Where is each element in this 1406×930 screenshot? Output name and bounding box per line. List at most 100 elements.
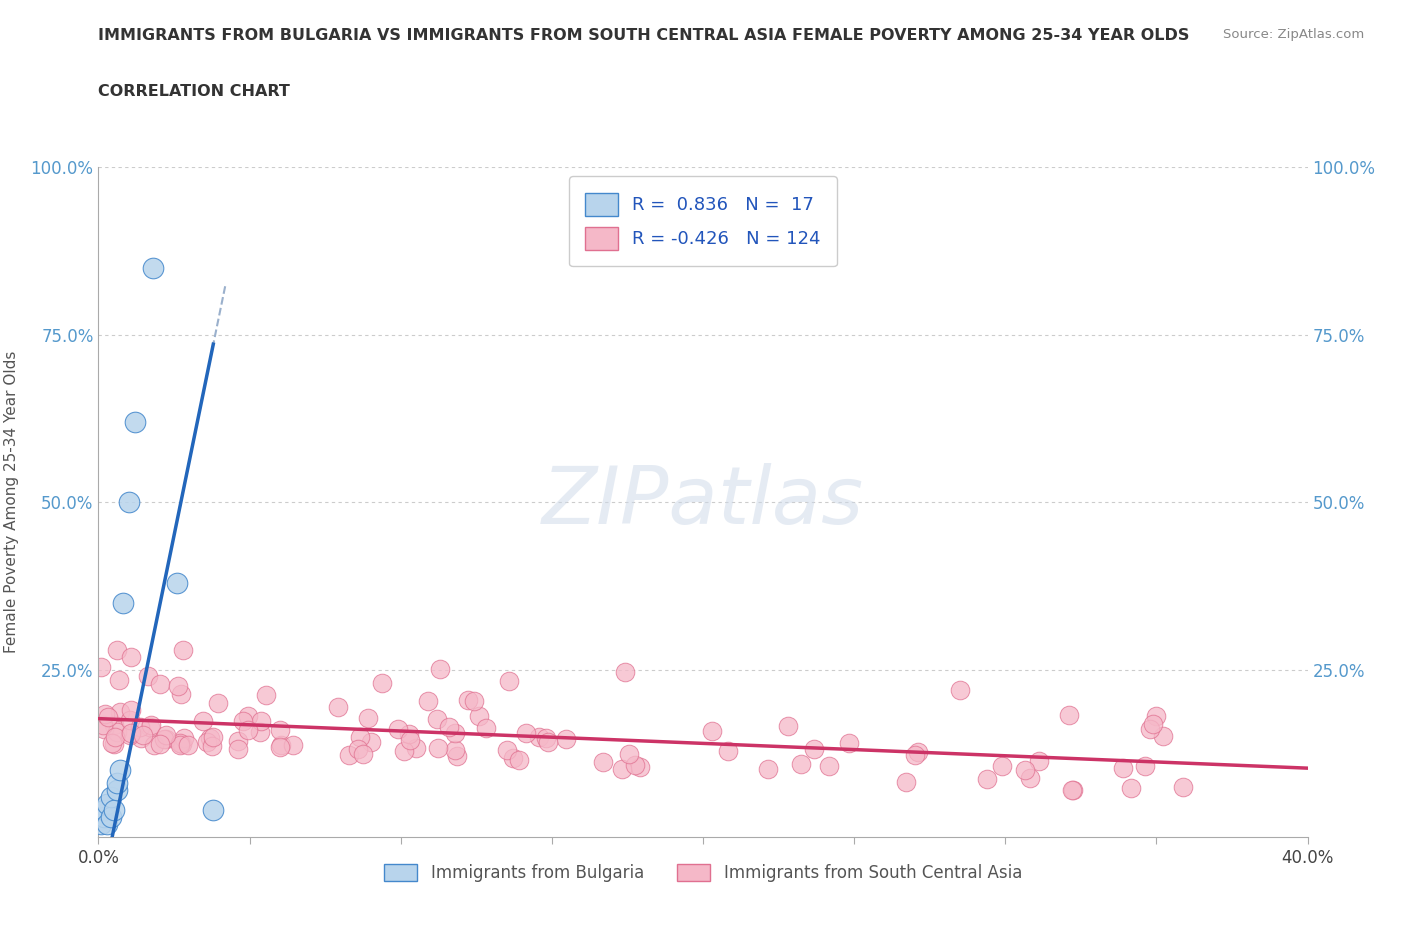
Point bbox=[118, 728, 141, 743]
Point bbox=[536, 731, 558, 746]
Point bbox=[416, 694, 439, 709]
Point bbox=[149, 737, 172, 751]
Y-axis label: Female Poverty Among 25-34 Year Olds: Female Poverty Among 25-34 Year Olds bbox=[4, 351, 20, 654]
Point bbox=[238, 709, 260, 724]
Point bbox=[349, 729, 371, 744]
Point bbox=[904, 748, 927, 763]
Point bbox=[612, 762, 634, 777]
Point bbox=[508, 752, 530, 767]
Point bbox=[100, 809, 122, 824]
Point bbox=[170, 737, 193, 751]
Point bbox=[139, 718, 162, 733]
Point bbox=[166, 575, 188, 590]
Point bbox=[352, 746, 374, 761]
Point bbox=[96, 796, 118, 811]
Point bbox=[370, 676, 392, 691]
Point bbox=[617, 747, 640, 762]
Point bbox=[191, 714, 214, 729]
Point bbox=[1062, 783, 1084, 798]
Point bbox=[155, 731, 177, 746]
Point bbox=[138, 720, 160, 735]
Point bbox=[226, 734, 249, 749]
Point bbox=[1139, 721, 1161, 736]
Point bbox=[153, 732, 176, 747]
Point bbox=[357, 711, 380, 725]
Point bbox=[437, 720, 460, 735]
Point bbox=[103, 717, 125, 732]
Point bbox=[177, 737, 200, 752]
Point bbox=[976, 772, 998, 787]
Point bbox=[132, 727, 155, 742]
Point bbox=[93, 809, 115, 824]
Point bbox=[198, 730, 221, 745]
Point bbox=[790, 757, 813, 772]
Point bbox=[236, 723, 259, 737]
Point bbox=[399, 733, 422, 748]
Point bbox=[337, 748, 360, 763]
Point bbox=[457, 693, 479, 708]
Point bbox=[1028, 753, 1050, 768]
Point bbox=[232, 714, 254, 729]
Point bbox=[226, 741, 249, 756]
Point bbox=[502, 751, 524, 765]
Point bbox=[93, 706, 115, 721]
Point bbox=[155, 728, 177, 743]
Point bbox=[249, 713, 271, 728]
Point bbox=[991, 759, 1014, 774]
Point bbox=[105, 642, 128, 657]
Point bbox=[149, 677, 172, 692]
Point bbox=[468, 709, 491, 724]
Point bbox=[537, 735, 560, 750]
Point bbox=[136, 669, 159, 684]
Point bbox=[105, 783, 128, 798]
Point bbox=[207, 696, 229, 711]
Point bbox=[1173, 780, 1195, 795]
Point bbox=[91, 718, 114, 733]
Point bbox=[97, 710, 120, 724]
Point bbox=[803, 742, 825, 757]
Point bbox=[1014, 763, 1036, 777]
Point bbox=[173, 731, 195, 746]
Point bbox=[93, 722, 115, 737]
Point bbox=[108, 704, 131, 719]
Point bbox=[93, 803, 115, 817]
Point bbox=[169, 736, 191, 751]
Point bbox=[463, 693, 485, 708]
Point bbox=[515, 725, 537, 740]
Point bbox=[142, 737, 165, 752]
Text: CORRELATION CHART: CORRELATION CHART bbox=[98, 84, 290, 99]
Point bbox=[758, 762, 780, 777]
Point bbox=[195, 734, 218, 749]
Point bbox=[1142, 717, 1164, 732]
Point bbox=[1152, 728, 1174, 743]
Point bbox=[129, 731, 152, 746]
Point bbox=[1144, 709, 1167, 724]
Point bbox=[249, 724, 271, 739]
Point bbox=[269, 740, 291, 755]
Point bbox=[111, 595, 134, 610]
Point bbox=[142, 260, 165, 275]
Point bbox=[120, 725, 142, 740]
Point bbox=[90, 817, 112, 831]
Point bbox=[614, 665, 637, 680]
Point bbox=[426, 711, 449, 726]
Point bbox=[818, 759, 841, 774]
Point bbox=[498, 673, 520, 688]
Point bbox=[120, 703, 142, 718]
Point bbox=[1057, 708, 1080, 723]
Point bbox=[166, 678, 188, 693]
Point bbox=[838, 736, 860, 751]
Point bbox=[628, 760, 651, 775]
Point bbox=[907, 744, 929, 759]
Point bbox=[103, 737, 125, 751]
Point bbox=[1119, 781, 1142, 796]
Point bbox=[444, 725, 467, 740]
Point bbox=[108, 763, 131, 777]
Text: Source: ZipAtlas.com: Source: ZipAtlas.com bbox=[1223, 28, 1364, 41]
Point bbox=[328, 699, 350, 714]
Point bbox=[387, 722, 409, 737]
Point bbox=[107, 672, 129, 687]
Point bbox=[200, 738, 222, 753]
Text: IMMIGRANTS FROM BULGARIA VS IMMIGRANTS FROM SOUTH CENTRAL ASIA FEMALE POVERTY AM: IMMIGRANTS FROM BULGARIA VS IMMIGRANTS F… bbox=[98, 28, 1189, 43]
Point bbox=[717, 744, 740, 759]
